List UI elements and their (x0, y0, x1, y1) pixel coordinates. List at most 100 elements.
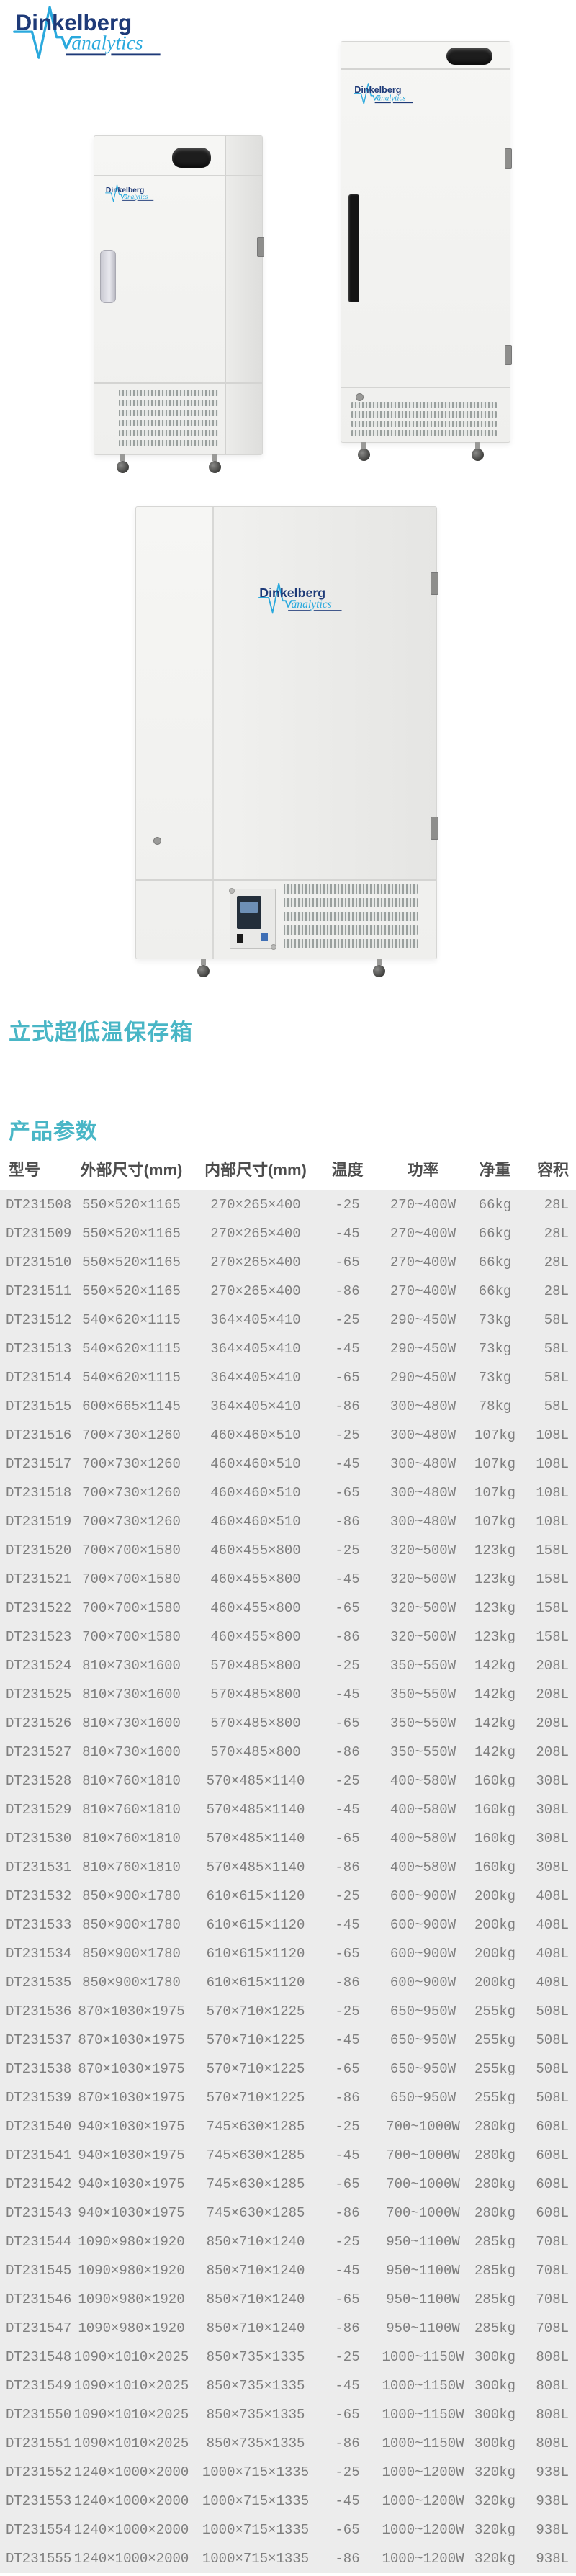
table-cell: DT231531 (0, 1853, 71, 1882)
caster (373, 959, 385, 977)
table-cell: 1090×1010×2025 (68, 2343, 194, 2371)
table-row: DT231545 1090×980×1920 850×710×1240 -45 950~… (0, 2256, 576, 2285)
table-cell: 400~580W (378, 1767, 468, 1795)
table-cell: 940×1030×1975 (68, 2141, 194, 2170)
caster (358, 442, 370, 461)
table-cell: 308L (522, 1824, 576, 1853)
table-row: DT231517 700×730×1260 460×460×510 -45 300~48… (0, 1450, 576, 1478)
table-cell: 58L (522, 1334, 576, 1363)
table-cell: DT231508 (0, 1190, 71, 1219)
table-cell: -86 (317, 2199, 378, 2227)
table-row: DT231516 700×730×1260 460×460×510 -25 300~48… (0, 1421, 576, 1450)
table-cell: 320~500W (378, 1565, 468, 1594)
table-cell: 460×455×800 (194, 1594, 317, 1623)
door-hinge (505, 345, 512, 365)
table-cell: -86 (317, 1392, 378, 1421)
table-cell: 408L (522, 1882, 576, 1911)
table-row: DT231512 540×620×1115 364×405×410 -25 290~45… (0, 1306, 576, 1334)
table-cell: DT231523 (0, 1623, 71, 1651)
table-cell: 600~900W (378, 1911, 468, 1939)
table-cell: 308L (522, 1767, 576, 1795)
table-cell: DT231552 (0, 2458, 71, 2487)
table-row: DT231510 550×520×1165 270×265×400 -65 270~40… (0, 1248, 576, 1277)
table-row: DT231553 1240×1000×2000 1000×715×1335 -45 10… (0, 2487, 576, 2516)
section-title-product-parameters: 产品参数 (9, 1120, 98, 1144)
product-spec-table: 型号 外部尺寸(mm) 内部尺寸(mm) 温度 功率 净重 容积 DT231508 550×5… (0, 1146, 576, 2573)
table-cell: 107kg (468, 1478, 522, 1507)
table-cell: DT231518 (0, 1478, 71, 1507)
table-cell: 73kg (468, 1306, 522, 1334)
table-cell: 200kg (468, 1911, 522, 1939)
table-row: DT231519 700×730×1260 460×460×510 -86 300~48… (0, 1507, 576, 1536)
table-cell: -25 (317, 1306, 378, 1334)
table-cell: 460×455×800 (194, 1565, 317, 1594)
table-cell: 107kg (468, 1421, 522, 1450)
table-cell: -45 (317, 1219, 378, 1248)
table-cell: DT231545 (0, 2256, 71, 2285)
lid-handle (172, 148, 211, 168)
table-cell: 364×405×410 (194, 1306, 317, 1334)
table-cell: 200kg (468, 1882, 522, 1911)
table-cell: 708L (522, 2285, 576, 2314)
table-cell: 460×460×510 (194, 1450, 317, 1478)
table-cell: -65 (317, 1594, 378, 1623)
freezer-cabinet: Dinkelberg analytics (94, 135, 264, 455)
table-cell: 255kg (468, 2083, 522, 2112)
table-row: DT231532 850×900×1780 610×615×1120 -25 600~9… (0, 1882, 576, 1911)
control-panel-display (237, 896, 261, 929)
table-cell: 570×485×800 (194, 1651, 317, 1680)
table-cell: 270×265×400 (194, 1248, 317, 1277)
table-cell: 160kg (468, 1824, 522, 1853)
table-cell: DT231516 (0, 1421, 71, 1450)
table-cell: 280kg (468, 2170, 522, 2199)
table-cell: -45 (317, 1911, 378, 1939)
table-cell: -86 (317, 2083, 378, 2112)
table-row: DT231537 870×1030×1975 570×710×1225 -45 650~… (0, 2026, 576, 2055)
table-cell: 508L (522, 2083, 576, 2112)
table-cell: 1000~1200W (378, 2458, 468, 2487)
table-cell: 650~950W (378, 2055, 468, 2083)
table-cell: 208L (522, 1709, 576, 1738)
table-cell: 700×700×1580 (68, 1536, 194, 1565)
table-cell: DT231514 (0, 1363, 71, 1392)
table-cell: 570×485×800 (194, 1738, 317, 1767)
table-cell: 608L (522, 2112, 576, 2141)
table-cell: 600~900W (378, 1882, 468, 1911)
table-cell: DT231537 (0, 2026, 71, 2055)
table-cell: DT231551 (0, 2429, 71, 2458)
table-cell: 142kg (468, 1709, 522, 1738)
table-cell: 66kg (468, 1277, 522, 1306)
table-cell: 1000~1150W (378, 2343, 468, 2371)
brand-tagline: analytics (71, 32, 143, 54)
table-cell: 208L (522, 1651, 576, 1680)
table-header-cell: 内部尺寸(mm) (194, 1146, 317, 1190)
table-header-cell: 外部尺寸(mm) (68, 1146, 194, 1190)
table-cell: DT231534 (0, 1939, 71, 1968)
table-cell: 850×710×1240 (194, 2314, 317, 2343)
table-row: DT231511 550×520×1165 270×265×400 -86 270~40… (0, 1277, 576, 1306)
table-cell: 608L (522, 2170, 576, 2199)
table-cell: 66kg (468, 1219, 522, 1248)
vent-grille (284, 884, 418, 953)
table-cell: 950~1100W (378, 2227, 468, 2256)
table-row: DT231528 810×760×1810 570×485×1140 -25 400~5… (0, 1767, 576, 1795)
table-cell: 255kg (468, 2055, 522, 2083)
table-cell: 600×665×1145 (68, 1392, 194, 1421)
table-cell: 745×630×1285 (194, 2199, 317, 2227)
table-cell: DT231538 (0, 2055, 71, 2083)
svg-text:Dinkelberg: Dinkelberg (354, 85, 401, 95)
table-cell: 810×730×1600 (68, 1709, 194, 1738)
table-cell: -25 (317, 1882, 378, 1911)
table-cell: DT231553 (0, 2487, 71, 2516)
table-cell: 700~1000W (378, 2141, 468, 2170)
table-cell: 280kg (468, 2112, 522, 2141)
table-cell: DT231541 (0, 2141, 71, 2170)
table-cell: DT231548 (0, 2343, 71, 2371)
freezer-side-panel (225, 136, 262, 454)
table-cell: 1000~1200W (378, 2487, 468, 2516)
table-header-cell: 型号 (0, 1146, 68, 1190)
table-cell: DT231525 (0, 1680, 71, 1709)
table-row: DT231549 1090×1010×2025 850×735×1335 -45 100… (0, 2371, 576, 2400)
table-cell: 708L (522, 2256, 576, 2285)
